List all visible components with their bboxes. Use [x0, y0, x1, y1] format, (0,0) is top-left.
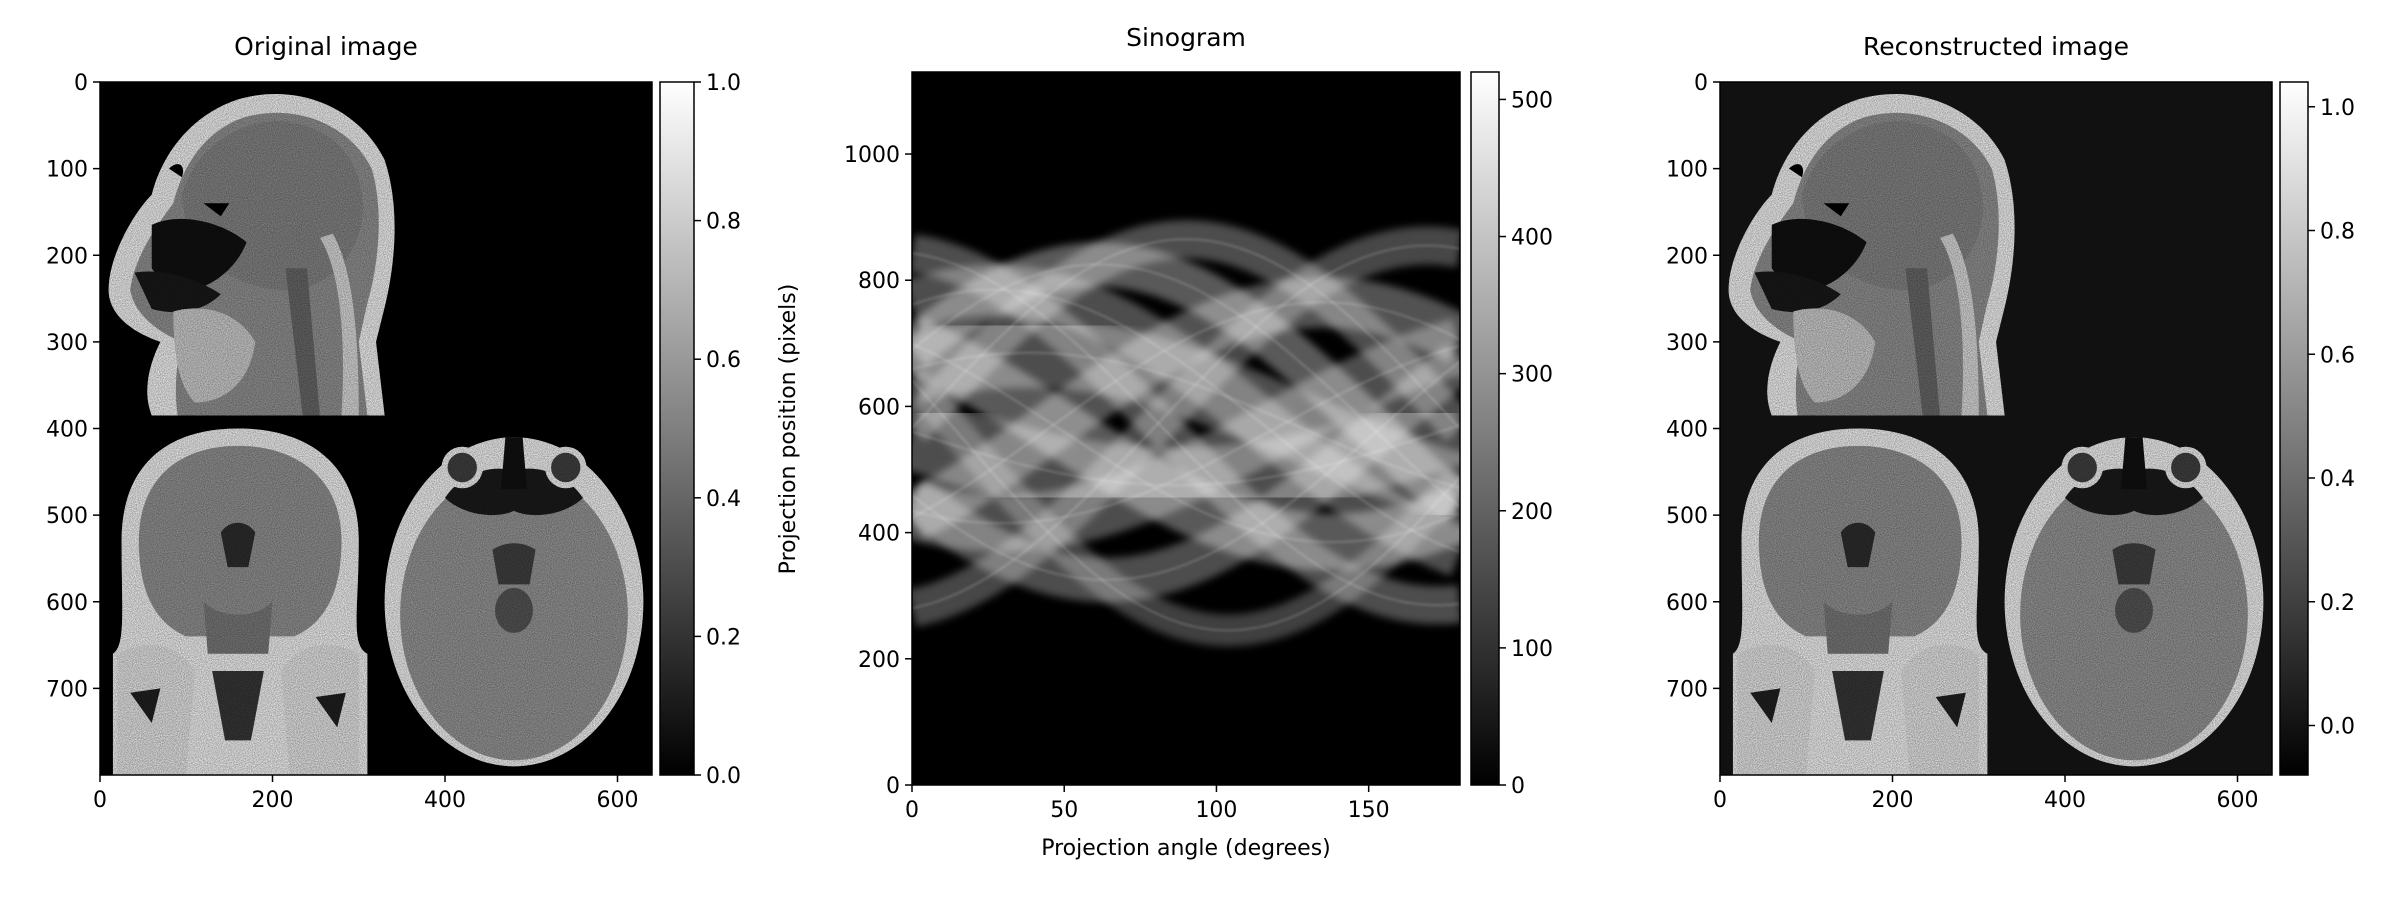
axis-ytick-label: 500: [46, 504, 88, 529]
reconstructed-colorbar: 0.0 0.2 0.4 0.6 0.8 1.0: [2279, 81, 2355, 776]
colorbar-tick-label: 0.0: [2320, 715, 2355, 740]
axis-ytick-label: 1000: [844, 143, 900, 168]
chart-title-sinogram: Sinogram: [1126, 23, 1246, 52]
colorbar-tick-label: 200: [1511, 500, 1553, 525]
colorbar-tick-label: 0.4: [706, 487, 741, 512]
colorbar-tick-label: 0: [1511, 774, 1525, 799]
colorbar-gradient: [2280, 82, 2308, 775]
axis-xtick-label: 200: [252, 788, 294, 813]
axis-xtick-label: 0: [1713, 788, 1727, 813]
colorbar-tick-label: 0.4: [2320, 467, 2355, 492]
colorbar-frame: [1470, 71, 1500, 786]
axis-ytick-label: 200: [858, 648, 900, 673]
axis-xtick-label: 400: [424, 788, 466, 813]
colorbar-tick-label: 0.2: [706, 625, 741, 650]
axis-ytick-label: 600: [1666, 591, 1708, 616]
axis-xtick-label: 200: [1872, 788, 1914, 813]
colorbar-frame: [2279, 81, 2309, 776]
axis-xtick-label: 400: [2044, 788, 2086, 813]
sinogram-xlabel: Projection angle (degrees): [1041, 836, 1331, 861]
colorbar-tick-label: 0.8: [2320, 220, 2355, 245]
axis-ytick-label: 500: [1666, 504, 1708, 529]
colorbar-gradient: [1471, 72, 1499, 785]
chart-title-reconstructed: Reconstructed image: [1863, 32, 2129, 61]
original-image-axes: 0 200 400 600 0 100 200 300 400 500 600 700: [46, 71, 653, 813]
colorbar-tick-label: 0.2: [2320, 591, 2355, 616]
colorbar-gradient: [660, 82, 694, 775]
axis-ytick-label: 200: [1666, 244, 1708, 269]
colorbar-tick-label: 400: [1511, 226, 1553, 251]
axis-ytick-label: 0: [1694, 71, 1708, 96]
chart-title-original: Original image: [234, 32, 418, 61]
sinogram-axes: 0 50 100 150 0 200 400 600 800 1000: [844, 71, 1461, 823]
colorbar-tick-label: 300: [1511, 363, 1553, 388]
colorbar-tick-label: 0.6: [2320, 343, 2355, 368]
axis-ytick-label: 200: [46, 244, 88, 269]
colorbar-tick-label: 1.0: [706, 71, 741, 96]
original-colorbar: 0.0 0.2 0.4 0.6 0.8 1.0: [659, 71, 741, 789]
axis-frame: [911, 71, 1461, 786]
axis-ytick-label: 800: [858, 269, 900, 294]
axis-ytick-label: 0: [886, 774, 900, 799]
panel-reconstructed: Reconstructed image 0 200 400 600 0 100 200 300…: [1666, 32, 2355, 813]
axis-ytick-label: 300: [1666, 331, 1708, 356]
axis-ytick-label: 400: [46, 418, 88, 443]
colorbar-tick-label: 0.6: [706, 348, 741, 373]
colorbar-tick-label: 500: [1511, 88, 1553, 113]
axis-ytick-label: 600: [858, 395, 900, 420]
sinogram-edge: [912, 424, 1460, 487]
axis-xtick-label: 100: [1195, 798, 1237, 823]
colorbar-tick-label: 0.8: [706, 210, 741, 235]
axis-ytick-label: 700: [1666, 677, 1708, 702]
sinogram-colorbar: 0 100 200 300 400 500: [1470, 71, 1553, 799]
colorbar-tick-label: 100: [1511, 637, 1553, 662]
axis-xtick-label: 0: [93, 788, 107, 813]
axis-xtick-label: 600: [597, 788, 639, 813]
colorbar-tick-label: 0.0: [706, 764, 741, 789]
axis-xtick-label: 600: [2217, 788, 2259, 813]
axis-ytick-label: 100: [1666, 158, 1708, 183]
colorbar-tick-label: 1.0: [2320, 96, 2355, 121]
sinogram-ylabel: Projection position (pixels): [776, 284, 801, 575]
axis-ytick-label: 300: [46, 331, 88, 356]
panel-original: Original image 0 200 400 600 0 100 200 300 400 50…: [46, 32, 741, 813]
colorbar-frame: [659, 81, 695, 776]
reconstructed-image-axes: 0 200 400 600 0 100 200 300 400 500 600 700: [1666, 71, 2273, 813]
sinogram-bands: [912, 220, 1460, 647]
axis-ytick-label: 700: [46, 677, 88, 702]
axis-xtick-label: 0: [905, 798, 919, 823]
axis-xtick-label: 150: [1348, 798, 1390, 823]
axis-ytick-label: 400: [858, 522, 900, 547]
axis-xtick-label: 50: [1050, 798, 1078, 823]
axis-ytick-label: 600: [46, 591, 88, 616]
axis-ytick-label: 0: [74, 71, 88, 96]
axis-ytick-label: 400: [1666, 418, 1708, 443]
axis-ytick-label: 100: [46, 158, 88, 183]
